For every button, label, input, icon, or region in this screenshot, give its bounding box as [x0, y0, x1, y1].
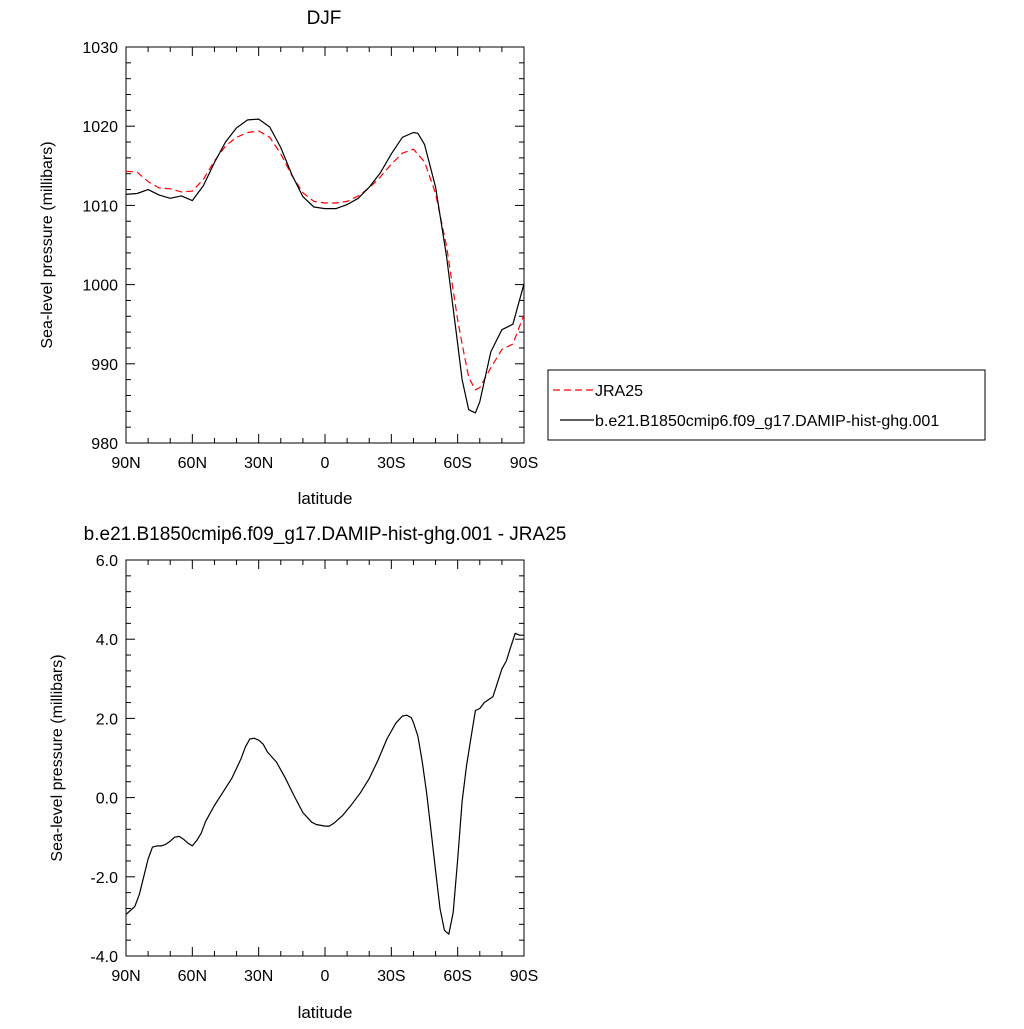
top-panel: DJF 90N 60N 30N 0 30S 60S 90S 980 990 1000 1010 102… — [39, 8, 986, 508]
bottom-y-tick-label: 0.0 — [96, 791, 118, 808]
top-y-tick-label: 990 — [91, 357, 118, 374]
top-x-tick-label: 30N — [244, 455, 273, 472]
top-x-tick-label: 60S — [443, 455, 471, 472]
legend-label-model: b.e21.B1850cmip6.f09_g17.DAMIP-hist-ghg.… — [595, 413, 939, 430]
bottom-x-axis-label: latitude — [298, 1003, 353, 1022]
top-axis-ticks: 90N 60N 30N 0 30S 60S 90S 980 990 1000 1010 1020 103… — [82, 40, 538, 472]
bottom-x-tick-label: 60S — [443, 968, 471, 985]
bottom-x-tick-label: 90N — [111, 968, 140, 985]
bottom-x-tick-label: 60N — [178, 968, 207, 985]
top-x-tick-label: 0 — [321, 455, 330, 472]
top-series-line-1 — [125, 118, 525, 414]
legend-box — [547, 369, 986, 441]
top-series-line-0 — [125, 130, 525, 391]
top-y-tick-label: 980 — [91, 436, 118, 453]
top-series-lines — [125, 118, 525, 414]
bottom-y-tick-label: -2.0 — [90, 870, 118, 887]
bottom-series-line-0 — [125, 632, 524, 935]
top-x-axis-label: latitude — [298, 489, 353, 508]
bottom-y-tick-label: -4.0 — [90, 949, 118, 966]
top-y-tick-label: 1020 — [82, 119, 118, 136]
legend: JRA25 b.e21.B1850cmip6.f09_g17.DAMIP-his… — [547, 369, 986, 441]
top-y-tick-label: 1010 — [82, 198, 118, 215]
bottom-y-tick-label: 2.0 — [96, 711, 118, 728]
top-x-tick-label: 30S — [377, 455, 405, 472]
top-y-tick-label: 1030 — [82, 40, 118, 57]
top-y-tick-label: 1000 — [82, 278, 118, 295]
bottom-y-axis-label: Sea-level pressure (millibars) — [49, 654, 66, 861]
legend-label-jra25: JRA25 — [595, 383, 643, 400]
top-x-tick-label: 90N — [111, 455, 140, 472]
bottom-x-tick-label: 30N — [244, 968, 273, 985]
bottom-plot-frame — [125, 559, 525, 957]
bottom-panel: b.e21.B1850cmip6.f09_g17.DAMIP-hist-ghg.… — [49, 524, 566, 1022]
bottom-axis-ticks: 90N 60N 30N 0 30S 60S 90S -4.0 -2.0 0.0 2.0 4.0 6.0 — [90, 553, 538, 985]
top-y-axis-label: Sea-level pressure (millibars) — [39, 141, 56, 348]
bottom-series-lines — [125, 632, 524, 935]
top-x-tick-label: 90S — [510, 455, 538, 472]
top-plot-frame — [125, 46, 525, 444]
bottom-y-tick-label: 6.0 — [96, 553, 118, 570]
top-chart-title: DJF — [307, 8, 342, 29]
bottom-x-tick-label: 90S — [510, 968, 538, 985]
bottom-y-tick-label: 4.0 — [96, 632, 118, 649]
top-x-tick-label: 60N — [178, 455, 207, 472]
bottom-chart-title: b.e21.B1850cmip6.f09_g17.DAMIP-hist-ghg.… — [84, 524, 567, 545]
bottom-x-tick-label: 30S — [377, 968, 405, 985]
bottom-x-tick-label: 0 — [321, 968, 330, 985]
